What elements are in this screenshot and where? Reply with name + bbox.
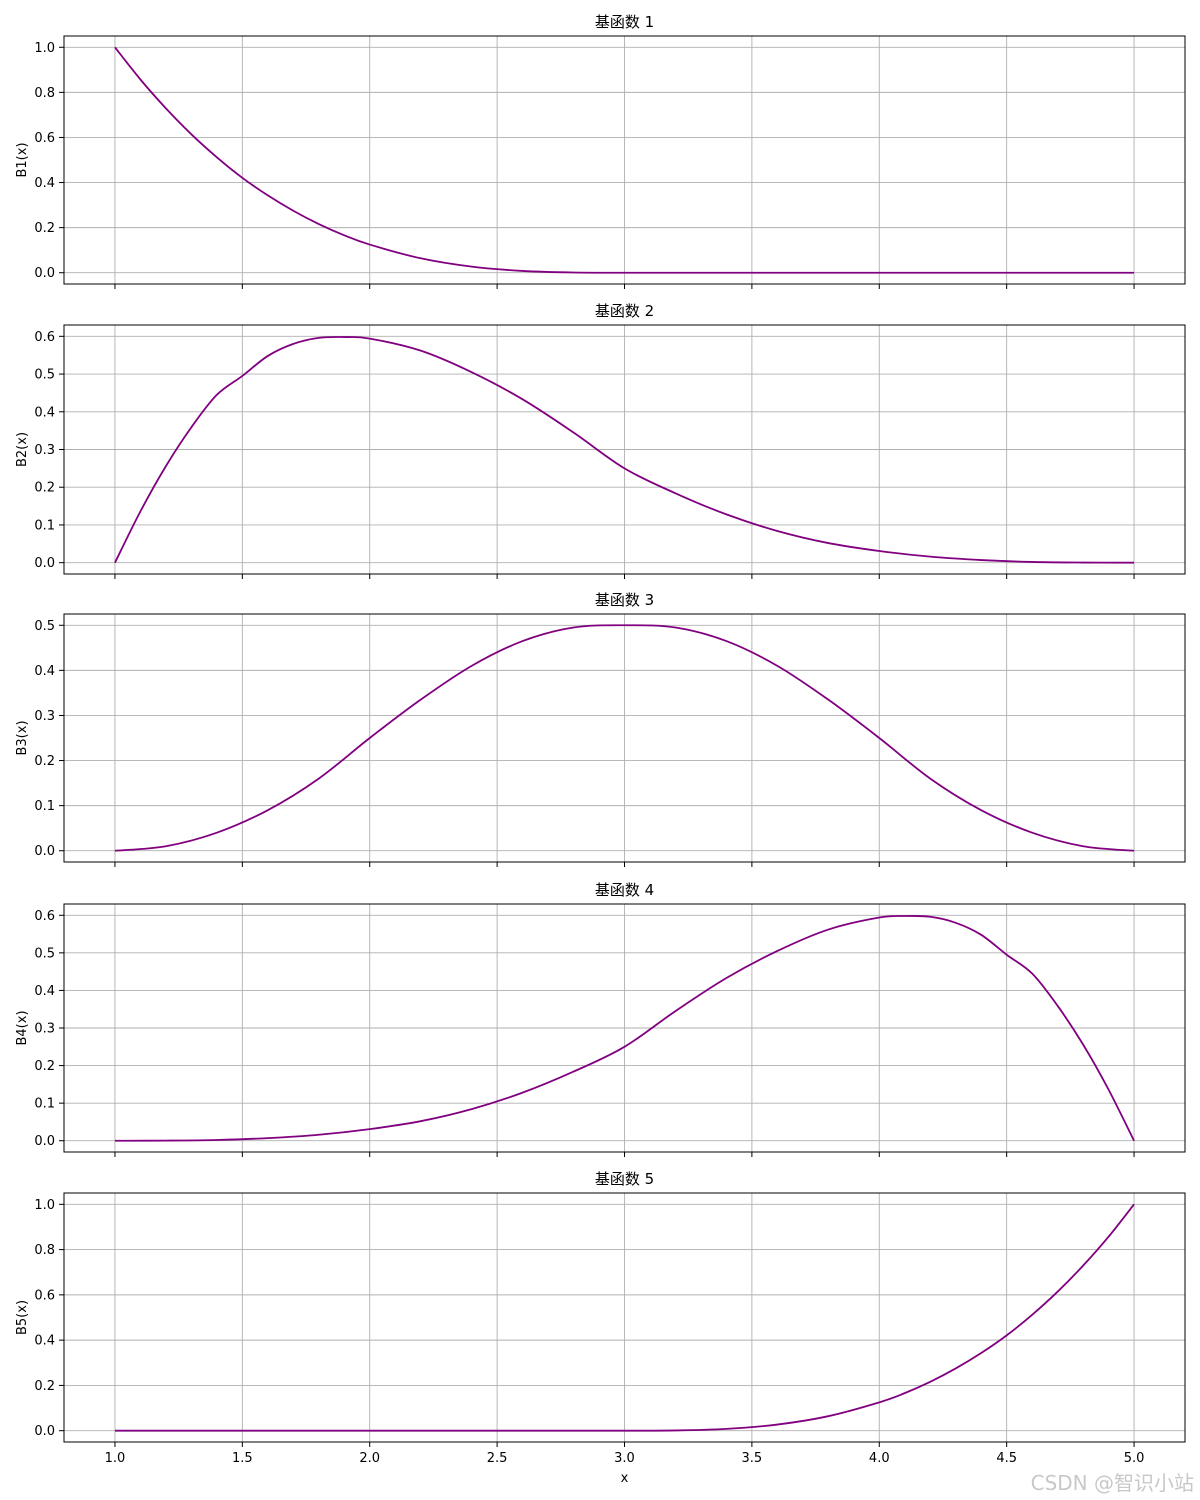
y-tick-label: 0.0 [34,556,55,571]
y-tick-label: 0.4 [34,984,55,999]
y-tick-label: 0.1 [34,799,55,814]
y-tick-label: 0.0 [34,266,55,281]
y-axis-label: B3(x) [15,720,30,755]
y-tick-label: 0.2 [34,221,55,236]
x-tick-label: 5.0 [1124,1451,1145,1466]
y-axis-label: B5(x) [15,1300,30,1335]
series-line [114,1203,1135,1432]
y-tick-label: 0.4 [34,176,55,191]
x-tick-label: 3.0 [614,1451,635,1466]
y-tick-label: 0.1 [34,1097,55,1112]
series-line [114,915,1135,1142]
series-line [114,336,1135,564]
y-tick-label: 1.0 [34,41,55,56]
y-tick-label: 0.0 [34,1134,55,1149]
y-tick-label: 0.6 [34,330,55,345]
x-tick-label: 1.0 [105,1451,126,1466]
y-tick-label: 0.2 [34,754,55,769]
y-tick-label: 0.4 [34,664,55,679]
y-tick-label: 0.0 [34,1424,55,1439]
subplot-3: 0.0 0.1 0.2 0.3 0.4 0.5 基函数 3 B3(x) [15,591,1186,867]
y-tick-label: 0.6 [34,909,55,924]
subplot-2: 0.0 0.1 0.2 0.3 0.4 0.5 0.6 基函数 2 B2(x) [15,302,1186,579]
y-tick-label: 1.0 [34,1198,55,1213]
y-tick-label: 0.2 [34,481,55,496]
y-tick-label: 0.5 [34,946,55,961]
x-axis-label: x [621,1471,629,1486]
subplot-5: 1.0 1.5 2.0 2.5 3.0 3.5 4.0 4.5 5.0 0.0 0.2 0.4 0.6 0… [15,1170,1186,1486]
x-tick-label: 1.5 [232,1451,253,1466]
x-tick-label: 2.0 [359,1451,380,1466]
series-line [114,46,1135,274]
y-tick-label: 0.2 [34,1059,55,1074]
y-axis-label: B1(x) [15,142,30,177]
subplot-title: 基函数 4 [595,881,654,899]
subplot-4: 0.0 0.1 0.2 0.3 0.4 0.5 0.6 基函数 4 B4(x) [15,881,1186,1157]
x-tick-label: 2.5 [487,1451,508,1466]
subplot-1: 0.0 0.2 0.4 0.6 0.8 1.0 基函数 1 B1(x) [15,13,1186,289]
y-tick-label: 0.2 [34,1379,55,1394]
subplot-title: 基函数 5 [595,1170,654,1188]
x-tick-label: 3.5 [742,1451,763,1466]
y-tick-label: 0.5 [34,368,55,383]
y-tick-label: 0.0 [34,844,55,859]
y-tick-label: 0.6 [34,1288,55,1303]
y-tick-label: 0.3 [34,709,55,724]
y-tick-label: 0.4 [34,405,55,420]
y-axis-label: B2(x) [15,432,30,467]
y-tick-label: 0.1 [34,518,55,533]
watermark: CSDN @智识小站 [1030,1471,1194,1495]
y-tick-label: 0.3 [34,443,55,458]
subplot-title: 基函数 1 [595,13,654,31]
series-line [114,624,1135,852]
x-tick-label: 4.0 [869,1451,890,1466]
y-tick-label: 0.4 [34,1334,55,1349]
x-tick-label: 4.5 [996,1451,1017,1466]
y-tick-label: 0.8 [34,86,55,101]
y-tick-label: 0.3 [34,1022,55,1037]
y-axis-label: B4(x) [15,1010,30,1045]
y-tick-label: 0.5 [34,619,55,634]
y-tick-label: 0.6 [34,131,55,146]
subplot-title: 基函数 2 [595,302,654,320]
subplot-title: 基函数 3 [595,591,654,609]
y-tick-label: 0.8 [34,1243,55,1258]
